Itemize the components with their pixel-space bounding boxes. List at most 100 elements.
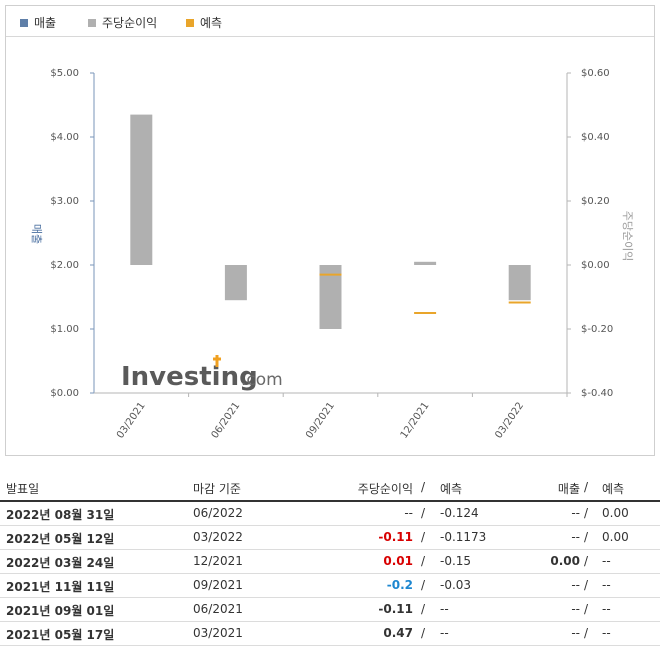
header-sep1: /	[421, 480, 426, 494]
eps-bar	[224, 265, 247, 301]
table-row: 2021년 09월 01일 06/2021 -0.11 / -- -- / --	[0, 598, 660, 622]
header-revenue[interactable]: 매출	[557, 482, 580, 496]
row-sep: /	[584, 626, 589, 640]
row-revenue-forecast: 0.00	[602, 506, 629, 520]
row-eps: -0.2	[386, 578, 413, 592]
legend-label-eps: 주당순이익	[102, 16, 158, 30]
row-sep: /	[584, 578, 589, 592]
row-period: 03/2021	[193, 626, 243, 640]
row-date: 2021년 05월 17일	[6, 628, 115, 642]
row-period: 06/2021	[193, 602, 243, 616]
table-row: 2022년 03월 24일 12/2021 0.01 / -0.15 0.00 / --	[0, 550, 660, 574]
left-tick-label: $3.00	[50, 196, 79, 207]
row-revenue: --	[571, 506, 580, 520]
row-sep: /	[584, 530, 589, 544]
table-row: 2021년 11월 11일 09/2021 -0.2 / -0.03 -- / --	[0, 574, 660, 598]
row-eps: --	[404, 506, 413, 520]
x-tick-label: 03/2021	[115, 400, 148, 440]
legend-item-revenue[interactable]: 매출	[20, 14, 56, 31]
legend-label-forecast: 예측	[200, 16, 223, 30]
investing-watermark: Investing .com	[121, 355, 283, 392]
row-revenue: --	[571, 578, 580, 592]
table-row: 2022년 05월 12일 03/2022 -0.11 / -0.1173 -- / 0.00	[0, 526, 660, 550]
eps-bar	[508, 265, 531, 301]
header-forecast2[interactable]: 예측	[602, 482, 625, 496]
legend-item-forecast[interactable]: 예측	[186, 14, 222, 31]
row-sep: /	[584, 506, 589, 520]
table-row: 2021년 05월 17일 03/2021 0.47 / -- -- / --	[0, 622, 660, 646]
legend-swatch-revenue	[20, 18, 28, 27]
watermark-brand: Investing	[121, 362, 258, 392]
row-sep: /	[584, 554, 589, 568]
row-eps-forecast: -0.15	[440, 554, 472, 568]
row-sep: /	[421, 578, 426, 592]
header-period[interactable]: 마감 기준	[193, 482, 241, 496]
watermark-suffix: .com	[241, 370, 283, 390]
left-tick-label: $2.00	[50, 260, 79, 271]
eps-bar	[414, 261, 437, 265]
row-revenue-forecast: --	[602, 626, 611, 640]
left-tick-label: $0.00	[50, 388, 79, 399]
chart-plot: $0.00 $1.00 $2.00 $3.00 $4.00 $5.00 $-0.40 $-0.…	[30, 68, 634, 441]
x-tick-label: 12/2021	[399, 400, 432, 440]
row-eps-forecast: -0.03	[440, 578, 472, 592]
row-date: 2022년 08월 31일	[6, 508, 115, 522]
row-revenue: --	[571, 602, 580, 616]
row-sep: /	[421, 506, 426, 520]
row-revenue: 0.00	[550, 554, 580, 568]
row-eps-forecast: -0.124	[440, 506, 479, 520]
header-date[interactable]: 발표일	[6, 482, 40, 496]
right-tick-label: $0.60	[581, 68, 610, 79]
row-eps: 0.47	[383, 626, 413, 640]
x-tick-label: 06/2021	[210, 400, 243, 440]
row-period: 03/2022	[193, 530, 243, 544]
earnings-table: 발표일 마감 기준 주당순이익 / 예측 매출 / 예측 2022년 08월 3…	[0, 474, 660, 646]
left-tick-label: $5.00	[50, 68, 79, 79]
row-sep: /	[421, 626, 426, 640]
right-tick-label: $0.00	[581, 260, 610, 271]
legend-label-revenue: 매출	[34, 16, 57, 30]
legend-item-eps[interactable]: 주당순이익	[88, 14, 157, 31]
row-date: 2021년 09월 01일	[6, 604, 115, 618]
row-revenue-forecast: 0.00	[602, 530, 629, 544]
row-revenue: --	[571, 530, 580, 544]
right-tick-label: $0.20	[581, 196, 610, 207]
eps-bar	[130, 114, 153, 265]
header-forecast1[interactable]: 예측	[440, 482, 463, 496]
row-revenue-forecast: --	[602, 602, 611, 616]
header-eps[interactable]: 주당순이익	[357, 482, 413, 496]
row-date: 2021년 11월 11일	[6, 580, 115, 594]
row-sep: /	[421, 602, 426, 616]
row-revenue-forecast: --	[602, 554, 611, 568]
table-body: 2022년 08월 31일 06/2022 -- / -0.124 --/0.00 2022…	[0, 502, 660, 646]
chart-panel: 매출 주당순이익 예측 $0.00 $1.00 $2.00 $3.00 $4.00 $5.…	[5, 5, 655, 456]
row-eps-forecast: --	[440, 602, 449, 616]
right-tick-label: $0.40	[581, 132, 610, 143]
watermark-candle-icon	[213, 355, 221, 367]
right-axis-title: 주당순이익	[621, 211, 634, 262]
right-tick-label: $-0.20	[581, 324, 613, 335]
row-sep: /	[421, 554, 426, 568]
row-date: 2022년 03월 24일	[6, 556, 115, 570]
x-tick-label: 03/2022	[493, 400, 526, 440]
right-tick-label: $-0.40	[581, 388, 613, 399]
row-date: 2022년 05월 12일	[6, 532, 115, 546]
row-eps: -0.11	[378, 530, 413, 544]
table-row: 2022년 08월 31일 06/2022 -- / -0.124 -- / 0.00	[0, 502, 660, 526]
chart-legend: 매출 주당순이익 예측	[6, 6, 654, 37]
table-header: 발표일 마감 기준 주당순이익 / 예측 매출 / 예측	[0, 474, 660, 502]
row-revenue: --	[571, 626, 580, 640]
legend-swatch-eps	[88, 18, 96, 27]
row-sep: /	[584, 602, 589, 616]
row-eps-forecast: -0.1173	[440, 530, 487, 544]
legend-swatch-forecast	[186, 18, 194, 27]
left-tick-label: $4.00	[50, 132, 79, 143]
eps-bar	[319, 265, 342, 329]
left-tick-label: $1.00	[50, 324, 79, 335]
row-sep: /	[421, 530, 426, 544]
row-eps: 0.01	[383, 554, 413, 568]
row-period: 09/2021	[193, 578, 243, 592]
row-eps: -0.11	[378, 602, 413, 616]
row-revenue-forecast: --	[602, 578, 611, 592]
x-tick-label: 09/2021	[304, 400, 337, 440]
